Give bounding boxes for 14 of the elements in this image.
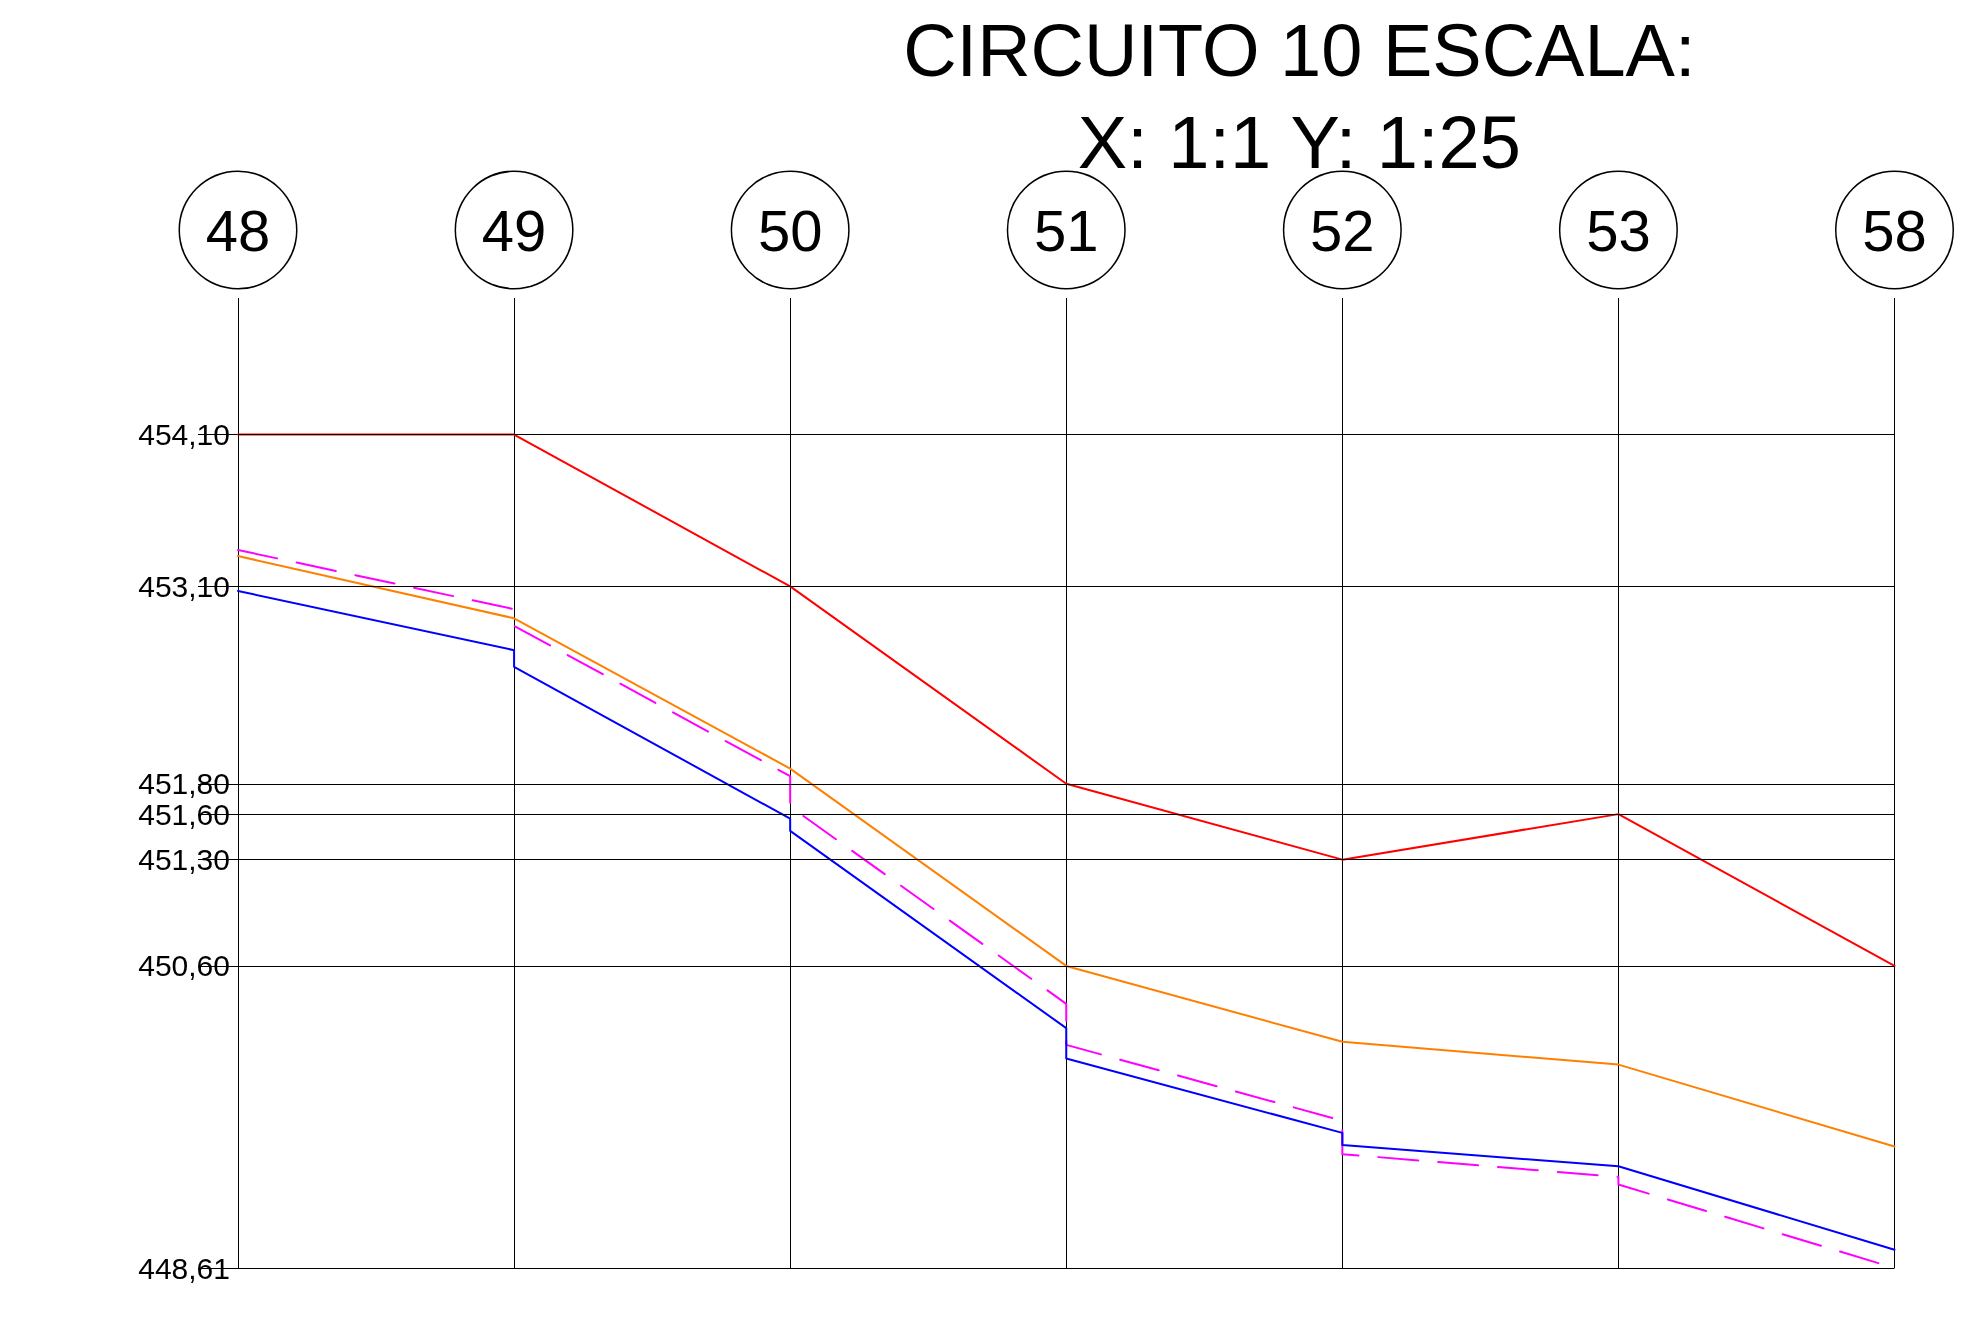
x-tick-label: 53 bbox=[1586, 197, 1651, 263]
x-tick-label: 52 bbox=[1310, 197, 1375, 263]
x-tick-label: 51 bbox=[1033, 197, 1099, 263]
x-tick-label: 58 bbox=[1862, 197, 1927, 263]
y-tick-label: 453,10 bbox=[138, 569, 230, 603]
y-tick-label: 454,10 bbox=[138, 418, 230, 452]
x-tick-label: 48 bbox=[205, 197, 271, 263]
x-tick-label: 50 bbox=[757, 197, 823, 263]
chart-subtitle: X: 1:1 Y: 1:25 bbox=[1077, 100, 1521, 184]
x-tick-label: 49 bbox=[481, 197, 547, 263]
chart-title: CIRCUITO 10 ESCALA: bbox=[903, 8, 1696, 92]
y-tick-label: 450,60 bbox=[138, 949, 230, 983]
y-tick-label: 448,61 bbox=[138, 1251, 230, 1285]
y-tick-label: 451,30 bbox=[138, 843, 230, 877]
